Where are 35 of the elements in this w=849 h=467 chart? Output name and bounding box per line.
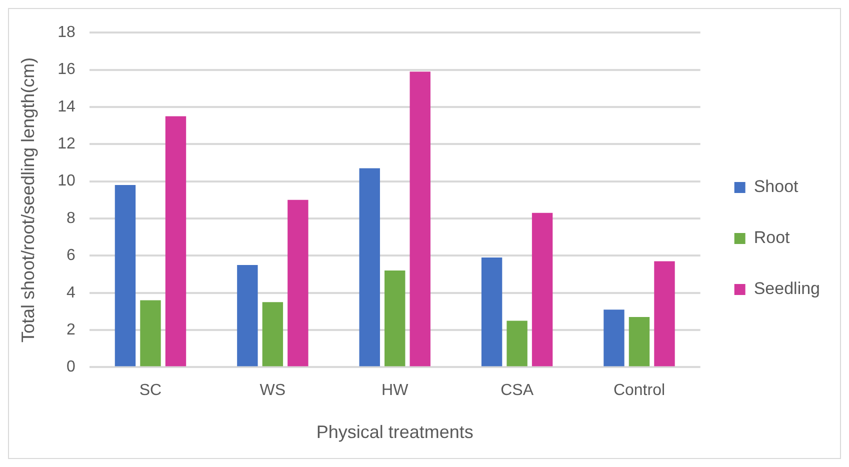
bar [359, 168, 380, 366]
bar [410, 72, 430, 366]
y-tick-label: 12 [58, 136, 76, 153]
bar [532, 212, 553, 366]
legend-label: Seedling [754, 279, 820, 298]
y-tick-label: 4 [66, 284, 76, 302]
bar [481, 258, 502, 366]
y-tick-label: 2 [66, 321, 76, 338]
y-tick-label: 16 [58, 61, 76, 78]
bar [140, 300, 161, 366]
bar [237, 264, 258, 366]
x-tick-label: WS [260, 382, 286, 400]
bar [262, 302, 284, 366]
bar [384, 270, 406, 366]
x-tick-label: SC [139, 382, 162, 400]
bar [628, 317, 650, 366]
x-tick-label: HW [382, 382, 410, 400]
y-tick-label: 6 [66, 247, 76, 264]
bar [654, 261, 675, 366]
bar [165, 116, 186, 366]
bar [506, 320, 528, 366]
bar [288, 200, 308, 366]
y-tick-label: 8 [66, 210, 76, 227]
x-axis-title: Physical treatments [316, 422, 474, 442]
legend-label: Root [754, 228, 790, 248]
x-tick-label: CSA [500, 382, 534, 400]
y-axis-title: Total shoot/root/seedling length(cm) [18, 57, 38, 342]
legend-label: Shoot [754, 177, 799, 196]
bar [114, 185, 136, 366]
y-tick-label: 10 [58, 172, 76, 190]
y-tick-label: 14 [58, 98, 76, 116]
bar [604, 310, 624, 366]
y-tick-label: 18 [58, 24, 76, 42]
y-tick-label: 0 [66, 358, 76, 376]
x-tick-label: Control [613, 382, 666, 400]
